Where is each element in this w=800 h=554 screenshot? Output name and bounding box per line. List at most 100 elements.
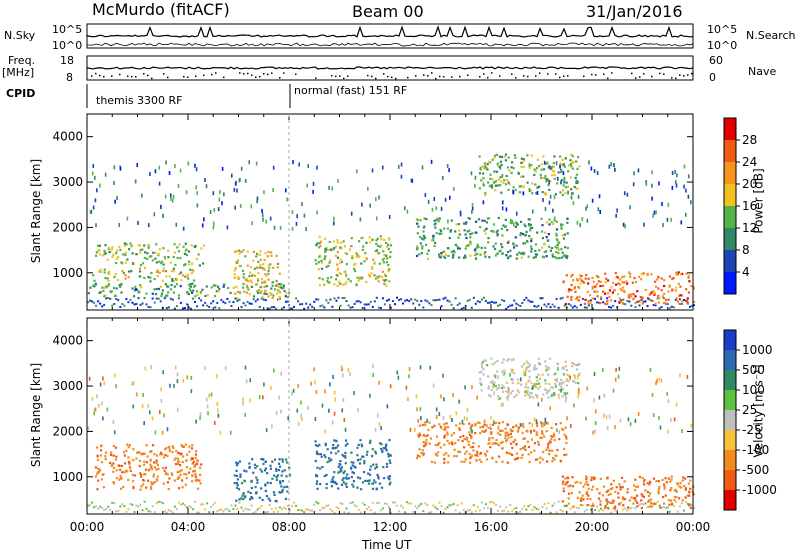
cell bbox=[141, 302, 144, 305]
cell bbox=[165, 294, 168, 297]
cell bbox=[140, 474, 143, 477]
cell bbox=[665, 481, 668, 484]
cell bbox=[357, 508, 360, 511]
cell bbox=[350, 237, 353, 240]
cell bbox=[280, 307, 283, 310]
cell bbox=[190, 447, 193, 450]
cell bbox=[657, 294, 660, 297]
cell bbox=[547, 233, 550, 236]
cell bbox=[442, 511, 445, 514]
cell bbox=[556, 362, 559, 365]
cell bbox=[627, 506, 630, 509]
colorbar-tick-label: 12 bbox=[742, 221, 757, 235]
cell bbox=[560, 382, 563, 385]
cell bbox=[267, 295, 270, 298]
cell bbox=[565, 441, 568, 445]
cell bbox=[508, 169, 511, 172]
cell bbox=[229, 430, 232, 435]
cell bbox=[194, 456, 197, 459]
cell bbox=[250, 285, 253, 288]
cell bbox=[400, 298, 403, 301]
cell bbox=[486, 301, 489, 304]
cell bbox=[679, 482, 682, 485]
cell bbox=[99, 253, 102, 256]
cell bbox=[104, 451, 107, 454]
cell bbox=[245, 284, 249, 287]
cell bbox=[628, 295, 631, 298]
cell bbox=[269, 499, 272, 502]
cell bbox=[113, 482, 116, 485]
cell bbox=[543, 388, 546, 391]
cell bbox=[313, 367, 315, 372]
cell bbox=[139, 503, 142, 506]
cell bbox=[639, 296, 642, 299]
cell bbox=[256, 199, 258, 204]
cell bbox=[444, 428, 447, 431]
cell bbox=[491, 300, 493, 303]
cell bbox=[596, 283, 599, 286]
cell bbox=[99, 454, 102, 457]
cell bbox=[655, 285, 658, 288]
cell bbox=[640, 499, 643, 502]
cell bbox=[526, 430, 529, 433]
cell bbox=[288, 291, 291, 294]
cell bbox=[490, 186, 494, 189]
cell bbox=[127, 276, 130, 279]
cell bbox=[533, 168, 536, 171]
cell bbox=[307, 306, 310, 309]
cell bbox=[265, 285, 268, 288]
cell bbox=[501, 246, 504, 249]
cell bbox=[682, 509, 685, 512]
cell bbox=[545, 221, 548, 224]
cell bbox=[94, 466, 98, 469]
cell bbox=[183, 504, 186, 507]
cell bbox=[621, 486, 624, 489]
cell bbox=[151, 482, 154, 486]
cell bbox=[603, 393, 606, 398]
cell bbox=[103, 295, 106, 298]
cell bbox=[624, 507, 627, 510]
cell bbox=[101, 286, 104, 289]
cell bbox=[416, 232, 419, 235]
cell bbox=[620, 300, 623, 303]
cell bbox=[666, 217, 669, 222]
cell bbox=[281, 480, 284, 483]
cell bbox=[177, 457, 180, 460]
cell bbox=[648, 494, 651, 497]
cell bbox=[151, 292, 154, 295]
y-tick-label: 2000 bbox=[52, 220, 83, 234]
cell bbox=[559, 164, 561, 169]
cell bbox=[371, 487, 375, 490]
cell bbox=[335, 446, 338, 449]
cell bbox=[92, 274, 95, 277]
nave-dot bbox=[687, 74, 689, 76]
cell bbox=[541, 246, 544, 249]
cell bbox=[428, 302, 431, 305]
cell bbox=[674, 488, 677, 491]
cell bbox=[387, 506, 390, 509]
cell bbox=[347, 511, 350, 514]
cell bbox=[504, 427, 507, 430]
cell bbox=[330, 458, 333, 461]
cell bbox=[348, 248, 351, 251]
cell bbox=[249, 271, 252, 274]
cell bbox=[590, 488, 593, 491]
cell bbox=[509, 428, 512, 431]
cell bbox=[361, 248, 364, 251]
cell bbox=[363, 459, 366, 463]
cell bbox=[564, 392, 567, 397]
cell bbox=[132, 487, 135, 490]
cell bbox=[517, 382, 520, 385]
cell bbox=[538, 363, 541, 366]
cell bbox=[536, 379, 539, 382]
cell bbox=[419, 219, 422, 222]
cell bbox=[384, 445, 387, 448]
cell bbox=[523, 252, 526, 255]
cell bbox=[549, 180, 552, 183]
nsky-tick-high: 10^5 bbox=[52, 23, 83, 36]
cell bbox=[350, 245, 353, 248]
cell bbox=[422, 238, 425, 241]
cell bbox=[113, 275, 116, 279]
cell bbox=[383, 502, 386, 505]
cell bbox=[351, 483, 354, 486]
